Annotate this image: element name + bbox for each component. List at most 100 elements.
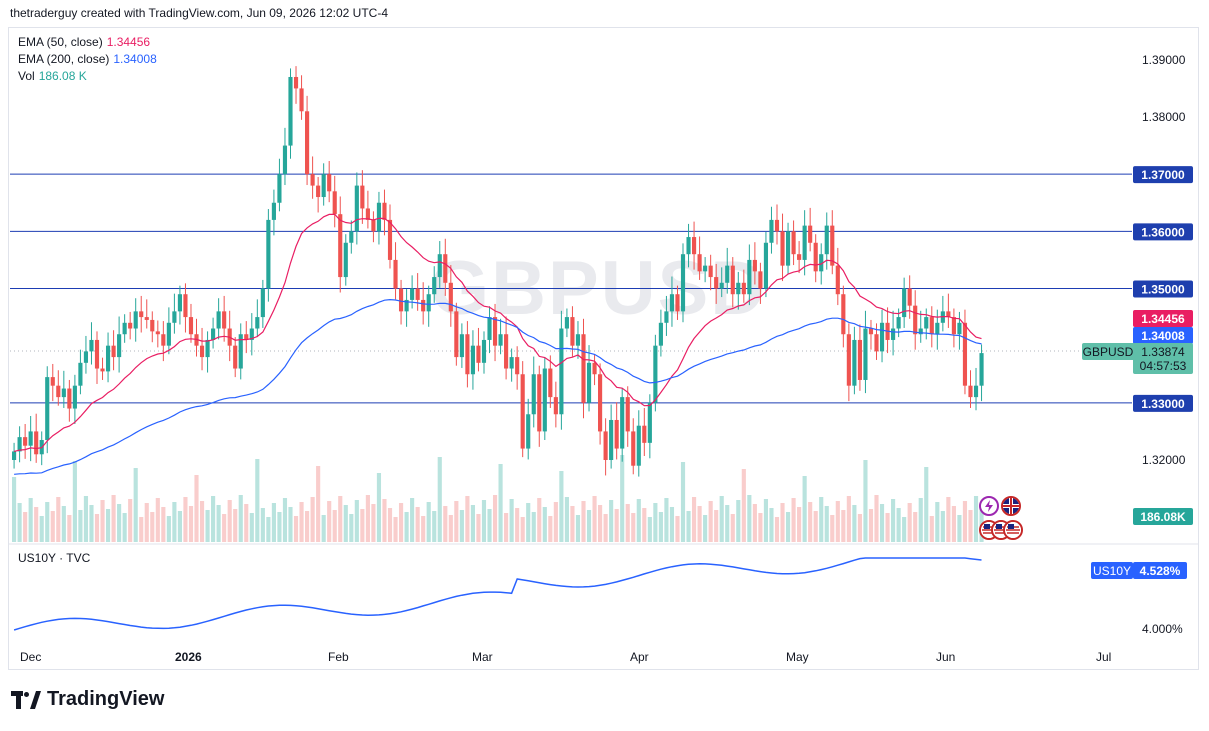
- candle-down: [813, 242, 818, 272]
- volume-bar: [559, 471, 564, 542]
- candle-up: [481, 339, 487, 363]
- last-price-tag: [1133, 343, 1193, 374]
- candle-down: [150, 319, 155, 332]
- volume-bar: [725, 505, 730, 542]
- chart-credit: thetraderguy created with TradingView.co…: [10, 6, 388, 20]
- volume-bar: [647, 517, 652, 542]
- ema200-price-label: 1.34008: [1141, 329, 1185, 343]
- volume-bar: [426, 502, 431, 542]
- candle-down: [23, 437, 28, 446]
- volume-bar: [642, 508, 647, 542]
- level-price-label: 1.35000: [1141, 283, 1185, 297]
- candle-down: [139, 311, 144, 318]
- volume-bar: [935, 502, 940, 542]
- candle-up: [105, 345, 111, 372]
- candle-up: [664, 311, 669, 323]
- volume-bar: [874, 495, 879, 542]
- symbol-tag: [1082, 343, 1135, 360]
- candle-up: [609, 419, 614, 460]
- volume-bar: [968, 510, 973, 542]
- candle-up: [349, 231, 354, 243]
- volume-bar: [669, 507, 675, 542]
- volume-bar: [714, 510, 719, 542]
- candle-up: [636, 425, 641, 466]
- ema50-legend[interactable]: EMA (50, close) 1.34456: [18, 35, 150, 49]
- volume-bar: [885, 513, 890, 542]
- candle-down: [56, 385, 61, 398]
- candle-down: [465, 334, 470, 375]
- candle-up: [172, 311, 177, 323]
- candle-up: [531, 374, 536, 415]
- volume-bar: [520, 517, 525, 542]
- candle-up: [763, 242, 769, 289]
- volume-bar: [603, 514, 608, 542]
- volume-bar: [487, 509, 492, 542]
- candle-down: [581, 334, 586, 403]
- candle-down: [857, 339, 862, 380]
- volume-bar: [100, 500, 105, 542]
- volume-bar: [34, 507, 39, 542]
- candle-up: [852, 339, 857, 386]
- us10y-legend[interactable]: US10Y · TVC: [18, 551, 91, 565]
- level-price-tag: [1133, 280, 1193, 298]
- volume-bar: [305, 511, 310, 542]
- candle-up: [542, 368, 547, 432]
- candle-down: [100, 368, 105, 372]
- volume-bar: [857, 514, 862, 542]
- volume-bar: [658, 512, 663, 542]
- candle-down: [614, 419, 619, 449]
- candle-up: [404, 299, 409, 312]
- candle-down: [625, 397, 630, 432]
- volume-bar: [94, 514, 100, 542]
- price-tick-label: 1.39000: [1142, 53, 1186, 67]
- volume-bar: [448, 515, 453, 542]
- ema200-legend[interactable]: EMA (200, close) 1.34008: [18, 52, 157, 66]
- candle-down: [476, 345, 481, 363]
- candle-down: [846, 334, 851, 386]
- lightning-event-icon[interactable]: [979, 496, 999, 516]
- volume-bar: [631, 513, 636, 542]
- us-flag-event-icon-3[interactable]: [1003, 520, 1023, 540]
- volume-bar: [476, 514, 481, 542]
- volume-bar: [697, 506, 702, 542]
- volume-bar: [730, 514, 735, 542]
- ema50-line: [13, 213, 982, 452]
- us10y-line: [13, 557, 982, 631]
- volume-bar: [17, 503, 22, 542]
- candle-down: [50, 377, 55, 386]
- us10y-tick-label: 4.000%: [1142, 622, 1183, 636]
- candle-down: [244, 334, 249, 340]
- candle-up: [133, 311, 138, 329]
- volume-bar: [586, 510, 592, 542]
- volume-bar: [238, 495, 243, 542]
- volume-bar: [498, 464, 503, 542]
- uk-flag-event-icon[interactable]: [1001, 496, 1021, 516]
- volume-bar: [918, 498, 923, 542]
- candle-down: [913, 305, 918, 335]
- volume-bar: [128, 499, 133, 542]
- volume-bar: [188, 506, 194, 542]
- candle-down: [332, 191, 337, 215]
- volume-bar: [504, 513, 509, 542]
- volume-bar: [72, 461, 77, 542]
- candle-up: [686, 237, 691, 255]
- volume-bar: [526, 503, 531, 542]
- candle-up: [680, 254, 686, 312]
- volume-bar: [940, 511, 945, 542]
- volume-bar: [653, 503, 658, 542]
- candle-up: [719, 282, 724, 289]
- candle-up: [575, 334, 581, 346]
- tradingview-logo[interactable]: TradingView: [11, 688, 164, 711]
- volume-bar: [249, 513, 254, 542]
- candle-up: [321, 174, 326, 198]
- time-axis-label: May: [786, 650, 809, 664]
- candle-down: [183, 294, 188, 318]
- candle-down: [305, 111, 310, 175]
- volume-legend[interactable]: Vol 186.08 K: [18, 69, 87, 83]
- level-price-label: 1.36000: [1141, 225, 1185, 239]
- candle-up: [255, 317, 260, 329]
- candle-up: [896, 317, 901, 329]
- volume-bar: [316, 466, 321, 542]
- volume-bar: [841, 510, 846, 542]
